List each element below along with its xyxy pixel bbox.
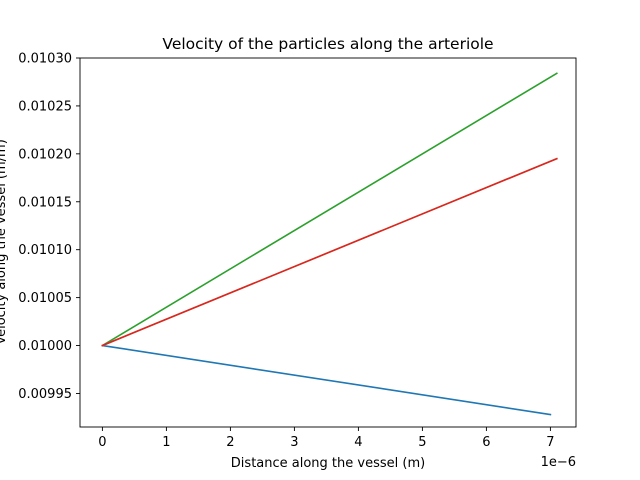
series-line-1	[101, 344, 552, 416]
plot-frame	[79, 57, 577, 428]
x-axis-offset-label: 1e−6	[541, 455, 576, 470]
x-tick-label: 2	[226, 435, 234, 450]
x-tick-label: 0	[98, 435, 106, 450]
x-tick-label: 4	[354, 435, 362, 450]
x-tick-label: 1	[162, 435, 170, 450]
y-tick-label: 0.01020	[18, 147, 72, 162]
axes-layer: 0 1 2 3 4 5 6 7 0.00995 0.01000 0.01005 0.01010 0.01…	[18, 52, 577, 450]
y-tick-label: 0.00995	[18, 387, 72, 402]
y-tick-label: 0.01000	[18, 339, 72, 354]
series-line-2	[101, 72, 558, 347]
y-axis-title: Velocity along the vessel (m/m)	[0, 139, 9, 345]
y-tick-label: 0.01025	[18, 99, 72, 114]
x-tick-label: 7	[546, 435, 554, 450]
x-tick-label: 6	[482, 435, 490, 450]
y-tick-label: 0.01015	[18, 195, 72, 210]
y-tick-label: 0.01005	[18, 291, 72, 306]
x-axis-title: Distance along the vessel (m)	[231, 456, 425, 471]
x-tick-label: 3	[290, 435, 298, 450]
series-line-4	[101, 157, 558, 347]
series-layer	[101, 72, 558, 416]
y-tick-label: 0.01010	[18, 243, 72, 258]
y-tick-label: 0.01030	[18, 52, 72, 67]
x-tick-label: 5	[418, 435, 426, 450]
chart-title: Velocity of the particles along the arte…	[162, 35, 493, 53]
